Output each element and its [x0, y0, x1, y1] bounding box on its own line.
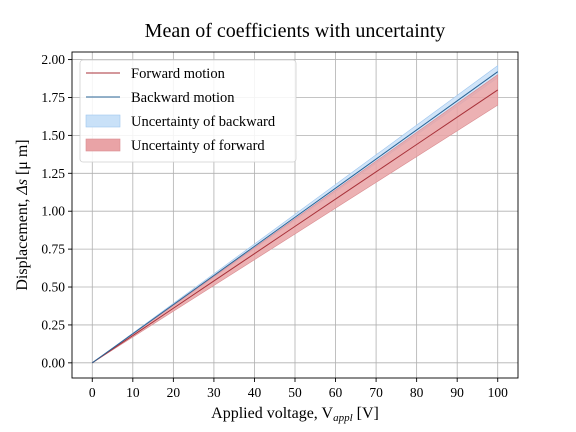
- forward-motion-line: [91, 89, 499, 364]
- y-tick-label: 2.00: [41, 52, 65, 67]
- legend-label-forward-motion: Forward motion: [131, 66, 226, 82]
- x-tick-label: 30: [207, 385, 221, 400]
- x-tick-label: 80: [410, 385, 424, 400]
- legend: Forward motion Backward motion Uncertainty…: [79, 59, 297, 163]
- x-tick-label: 10: [126, 385, 140, 400]
- x-tick-label: 60: [329, 385, 343, 400]
- uncertainty-of-forward-band: [92, 74, 499, 364]
- y-axis-label-symbol: Δs: [14, 179, 31, 196]
- legend-label-backward-motion: Backward motion: [131, 90, 235, 106]
- x-axis-label-subscript: appl: [333, 412, 353, 424]
- y-tick-label: 1.25: [41, 166, 65, 181]
- y-tick-label: 0.50: [41, 280, 65, 295]
- legend-swatch-uncertainty-of-forward: [85, 138, 121, 152]
- y-axis-label-unit: [μ m]: [14, 139, 31, 179]
- y-tick-label: 0.25: [41, 317, 65, 332]
- y-tick-label: 1.00: [41, 204, 65, 219]
- backward-motion-line: [91, 71, 499, 364]
- x-tick-label: 0: [89, 385, 96, 400]
- legend-label-uncertainty-of-backward: Uncertainty of backward: [131, 114, 276, 130]
- y-tick-label: 1.50: [41, 128, 65, 143]
- legend-swatch-uncertainty-of-backward: [85, 114, 121, 128]
- y-axis-label-main: Displacement,: [14, 195, 31, 291]
- legend-box: [79, 59, 297, 163]
- x-tick-label: 70: [369, 385, 383, 400]
- x-axis-label: Applied voltage, Vappl [V]: [211, 405, 379, 424]
- legend-label-uncertainty-of-forward: Uncertainty of forward: [131, 138, 265, 154]
- x-tick-label: 20: [167, 385, 181, 400]
- x-tick-label: 50: [288, 385, 302, 400]
- line-layer: [91, 71, 499, 364]
- y-axis-label: Displacement, Δs [μ m]: [14, 139, 31, 290]
- chart-title: Mean of coefficients with uncertainty: [145, 20, 446, 42]
- x-axis-label-unit: [V]: [353, 405, 379, 422]
- tick-layer: 0 10 20 30 40 50 60 70 80 90 100 0.00 0.25 0.50 0.75 1.…: [41, 52, 508, 400]
- y-tick-label: 1.75: [41, 90, 65, 105]
- y-tick-label: 0.75: [41, 242, 65, 257]
- x-tick-label: 40: [248, 385, 262, 400]
- y-tick-label: 0.00: [41, 355, 65, 370]
- x-tick-label: 90: [450, 385, 464, 400]
- x-tick-label: 100: [488, 385, 509, 400]
- x-axis-label-main: Applied voltage, V: [211, 405, 333, 422]
